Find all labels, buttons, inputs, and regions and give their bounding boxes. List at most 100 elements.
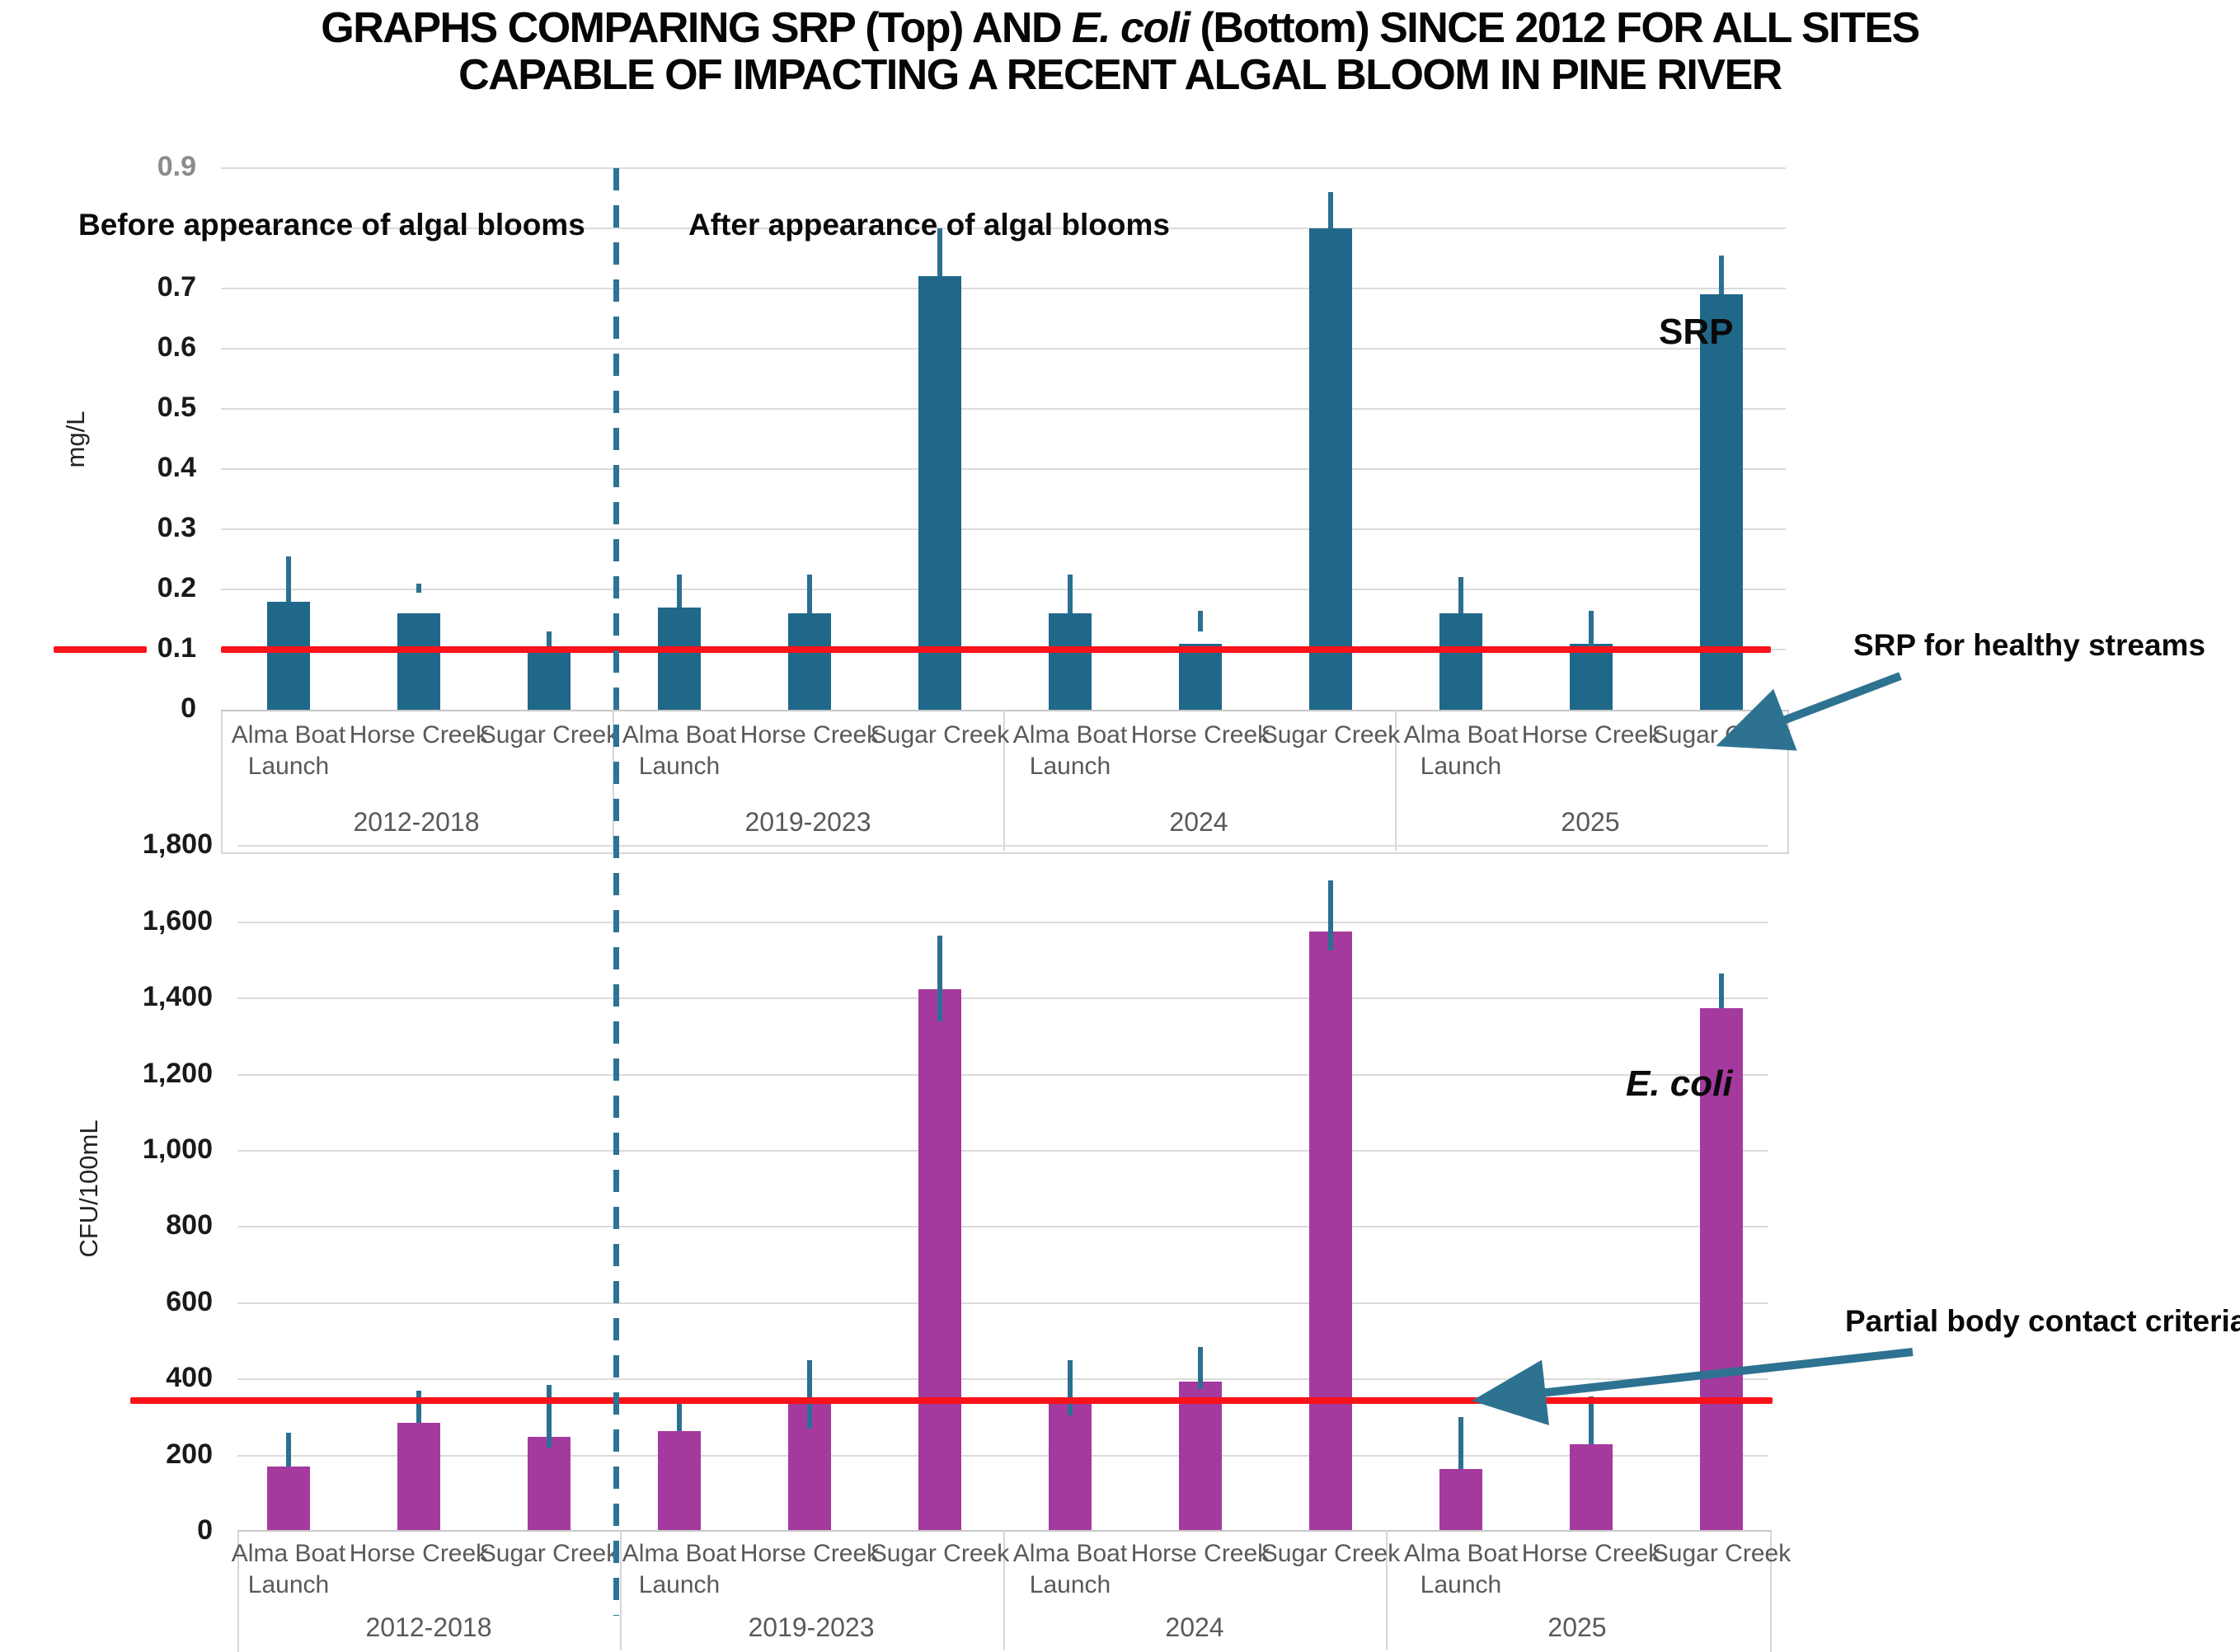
title-line1-pre: GRAPHS COMPARING SRP (Top) AND: [321, 4, 1072, 52]
reference-line: [130, 1397, 1773, 1404]
error-bar: [807, 575, 812, 613]
error-bar: [677, 575, 682, 608]
region-label-after: After appearance of algal blooms: [688, 208, 1170, 242]
y-axis-tick-label: 0.4: [157, 452, 196, 483]
bar-sugar-creek-2019-2023: [918, 276, 961, 710]
srp-series-label: SRP: [1659, 312, 1734, 352]
srp-reference-label: SRP for healthy streams: [1853, 628, 2206, 662]
x-axis-year-label: 2012-2018: [365, 1612, 492, 1642]
bar-horse-creek-2012-2018: [397, 613, 440, 710]
x-axis-site-label: Alma Boat Launch: [1012, 1540, 1128, 1598]
x-axis-site-label: Alma Boat Launch: [1403, 1540, 1519, 1598]
error-bar: [1719, 256, 1724, 294]
figure-title-line1: GRAPHS COMPARING SRP (Top) AND E. coli (…: [0, 5, 2240, 52]
x-axis-site-label: Sugar Creek: [1261, 721, 1401, 749]
error-bar: [677, 1401, 682, 1431]
x-axis-site-label: Sugar Creek: [479, 721, 619, 749]
x-axis-year-label: 2024: [1169, 807, 1228, 837]
error-bar: [1328, 880, 1333, 950]
y-axis-tick-label: 0.6: [157, 331, 196, 363]
x-axis-year-label: 2024: [1165, 1612, 1224, 1642]
error-bar: [1068, 1360, 1073, 1415]
x-axis-site-label: Alma Boat Launch: [231, 721, 346, 780]
gridline: [237, 1226, 1768, 1227]
bar-horse-creek-2019-2023: [788, 613, 831, 710]
error-bar: [1589, 1396, 1594, 1444]
gridline: [221, 167, 1786, 169]
gridline: [221, 528, 1786, 530]
y-axis-tick-label: 1,400: [142, 981, 213, 1012]
bar-horse-creek-2024: [1179, 1382, 1222, 1532]
x-axis-site-label: Alma Boat Launch: [622, 1540, 737, 1598]
error-bar: [1458, 1417, 1463, 1469]
gridline: [237, 997, 1768, 999]
error-bar: [937, 228, 942, 276]
bar-alma-boat-launch-2025: [1439, 613, 1482, 710]
gridline: [237, 845, 1768, 847]
reference-line: [54, 646, 147, 653]
x-axis-group-separator: [620, 1530, 622, 1650]
x-axis-site-label: Sugar Creek: [1651, 1540, 1792, 1567]
bar-horse-creek-2025: [1570, 1444, 1613, 1532]
bar-sugar-creek-2025: [1700, 294, 1743, 710]
bar-alma-boat-launch-2019-2023: [658, 608, 701, 710]
bar-alma-boat-launch-2019-2023: [658, 1431, 701, 1532]
error-bar: [286, 556, 291, 602]
y-axis-tick-label: 0.1: [157, 632, 196, 664]
x-axis-site-label: Horse Creek: [740, 721, 880, 749]
error-bar: [1589, 611, 1594, 650]
y-axis-tick-label: 1,000: [142, 1133, 213, 1165]
error-bar: [1719, 974, 1724, 1008]
bar-sugar-creek-2024: [1309, 228, 1352, 710]
x-axis-site-label: Horse Creek: [1521, 1540, 1661, 1567]
bar-alma-boat-launch-2012-2018: [267, 1467, 310, 1532]
x-axis-group-separator: [1395, 710, 1397, 851]
gridline: [221, 348, 1786, 350]
x-axis-year-label: 2019-2023: [748, 1612, 875, 1642]
error-bar: [807, 1360, 812, 1429]
bar-sugar-creek-2012-2018: [528, 1437, 571, 1532]
x-axis-group-separator: [1003, 710, 1005, 851]
x-axis-site-label: Horse Creek: [1130, 1540, 1270, 1567]
region-label-before: Before appearance of algal blooms: [78, 208, 585, 242]
y-axis-tick-label: 0: [181, 692, 196, 724]
y-axis-tick-label: 200: [166, 1438, 213, 1470]
error-bar: [1068, 575, 1073, 613]
x-axis-site-label: Horse Creek: [349, 721, 489, 749]
y-axis-tick-label: 0.2: [157, 572, 196, 603]
bar-horse-creek-2024: [1179, 644, 1222, 710]
gridline: [237, 1302, 1768, 1304]
gridline: [221, 228, 1786, 229]
error-bar: [937, 936, 942, 1021]
bar-sugar-creek-2025: [1700, 1008, 1743, 1532]
x-axis-site-label: Sugar Creek: [1261, 1540, 1401, 1567]
title-line1-italic: E. coli: [1071, 4, 1190, 52]
gridline: [221, 408, 1786, 410]
x-axis-site-label: Horse Creek: [1521, 721, 1661, 749]
ecoli-reference-label: Partial body contact criteria: [1845, 1304, 2240, 1338]
error-bar: [547, 1385, 552, 1448]
error-bar: [286, 1433, 291, 1467]
bar-alma-boat-launch-2025: [1439, 1469, 1482, 1532]
bar-alma-boat-launch-2024: [1049, 1402, 1092, 1532]
reference-line: [221, 646, 1771, 653]
bar-horse-creek-2012-2018: [397, 1423, 440, 1532]
figure-title-line2: CAPABLE OF IMPACTING A RECENT ALGAL BLOO…: [458, 51, 1782, 99]
x-axis-site-label: Horse Creek: [1130, 721, 1270, 749]
gridline: [221, 468, 1786, 470]
x-axis-site-label: Horse Creek: [740, 1540, 880, 1567]
error-bar: [1198, 1347, 1203, 1389]
x-axis-label-band: [221, 710, 1789, 854]
bloom-divider-dashed-line: [613, 168, 619, 1616]
y-axis-tick-label: 600: [166, 1286, 213, 1317]
x-axis-year-label: 2012-2018: [353, 807, 480, 837]
x-axis-year-label: 2019-2023: [744, 807, 871, 837]
x-axis-site-label: Alma Boat Launch: [1403, 721, 1519, 780]
y-axis-title: CFU/100mL: [74, 1119, 103, 1258]
x-axis-site-label: Horse Creek: [349, 1540, 489, 1567]
bar-sugar-creek-2019-2023: [918, 989, 961, 1532]
x-axis-site-label: Sugar Creek: [870, 1540, 1010, 1567]
bar-sugar-creek-2024: [1309, 932, 1352, 1532]
